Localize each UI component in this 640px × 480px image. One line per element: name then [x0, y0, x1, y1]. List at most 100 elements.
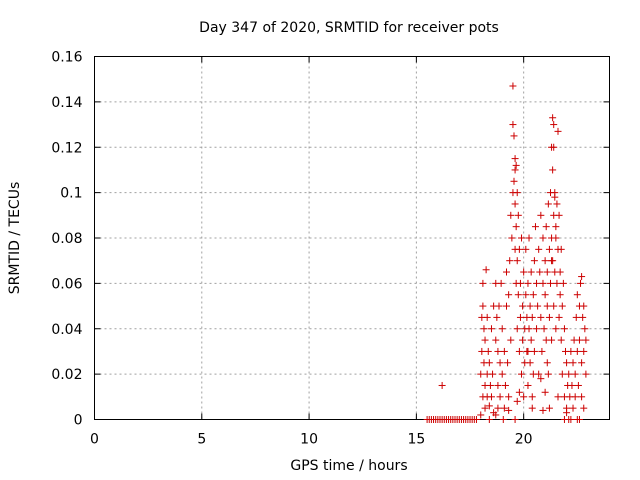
data-point: [556, 291, 564, 299]
data-point: [516, 279, 524, 287]
data-point: [494, 404, 502, 412]
data-point: [512, 161, 520, 169]
data-point: [509, 121, 517, 129]
data-points: [423, 82, 590, 423]
data-point: [516, 313, 524, 321]
data-point: [522, 291, 530, 299]
data-point: [492, 336, 500, 344]
data-point: [479, 302, 487, 310]
data-point: [545, 313, 553, 321]
y-tick-label: 0.14: [51, 95, 82, 111]
data-point: [514, 211, 522, 219]
data-point: [503, 268, 510, 276]
data-point: [550, 302, 558, 310]
data-point: [526, 302, 534, 310]
data-point: [574, 381, 582, 389]
data-point: [498, 370, 506, 378]
data-point: [501, 381, 509, 389]
data-point: [505, 291, 513, 299]
data-point: [505, 393, 513, 401]
data-point: [513, 325, 521, 333]
data-point: [482, 266, 490, 274]
data-point: [511, 200, 519, 208]
data-point: [525, 325, 533, 333]
data-point: [519, 302, 527, 310]
data-point: [573, 347, 581, 355]
data-point: [580, 404, 588, 412]
data-point: [478, 347, 486, 355]
data-point: [569, 404, 577, 412]
data-point: [515, 347, 523, 355]
data-point: [578, 359, 586, 367]
data-point: [543, 302, 551, 310]
data-point: [569, 359, 577, 367]
data-point: [485, 402, 493, 410]
data-point: [438, 381, 446, 389]
data-point: [565, 370, 573, 378]
data-point: [494, 381, 502, 389]
data-point: [582, 336, 590, 344]
data-point: [479, 279, 487, 287]
data-point: [544, 370, 552, 378]
data-point: [509, 82, 517, 90]
data-point: [552, 234, 560, 242]
data-point: [503, 302, 510, 310]
data-point: [545, 245, 553, 253]
data-point: [568, 381, 576, 389]
data-point: [567, 416, 575, 423]
data-point: [555, 313, 563, 321]
data-point: [487, 393, 495, 401]
axis-ticks: 0 0.02 0.04 0.06 0.08 0.1 0.12 0.14 0.16 0 5 10 15 20: [51, 50, 610, 448]
y-tick-label: 0: [74, 413, 83, 429]
data-point: [549, 114, 557, 122]
y-tick-label: 0.06: [51, 276, 82, 292]
data-point: [485, 359, 493, 367]
data-point: [492, 411, 500, 419]
data-point: [543, 359, 551, 367]
data-point: [496, 393, 504, 401]
data-point: [528, 313, 536, 321]
data-point: [497, 279, 505, 287]
data-point: [543, 268, 551, 276]
data-point: [510, 132, 518, 140]
data-point: [558, 370, 566, 378]
data-point: [550, 121, 558, 129]
data-point: [481, 336, 489, 344]
x-tick-label: 5: [197, 432, 206, 448]
data-point: [542, 223, 550, 231]
data-point: [550, 143, 558, 151]
data-point: [536, 268, 544, 276]
data-point: [535, 245, 543, 253]
data-point: [545, 404, 553, 412]
data-point: [563, 409, 571, 417]
data-point: [573, 291, 581, 299]
data-point: [496, 359, 504, 367]
data-point: [513, 257, 521, 265]
data-point: [524, 381, 532, 389]
data-point: [551, 193, 559, 201]
data-point: [581, 325, 589, 333]
data-point: [541, 257, 549, 265]
data-point: [578, 393, 586, 401]
data-point: [544, 200, 552, 208]
data-point: [582, 370, 590, 378]
data-point: [508, 234, 516, 242]
data-point: [514, 291, 522, 299]
data-point: [510, 177, 518, 185]
data-point: [518, 370, 526, 378]
data-point: [522, 245, 530, 253]
data-point: [540, 325, 548, 333]
data-point: [520, 268, 528, 276]
data-point: [530, 257, 538, 265]
data-point: [579, 313, 587, 321]
data-point: [528, 393, 536, 401]
data-point: [506, 257, 514, 265]
data-point: [493, 313, 501, 321]
data-point: [546, 279, 554, 287]
data-point: [495, 302, 503, 310]
data-point: [572, 313, 580, 321]
data-point: [557, 336, 565, 344]
data-point: [477, 370, 485, 378]
data-point: [483, 313, 491, 321]
data-point: [520, 393, 528, 401]
